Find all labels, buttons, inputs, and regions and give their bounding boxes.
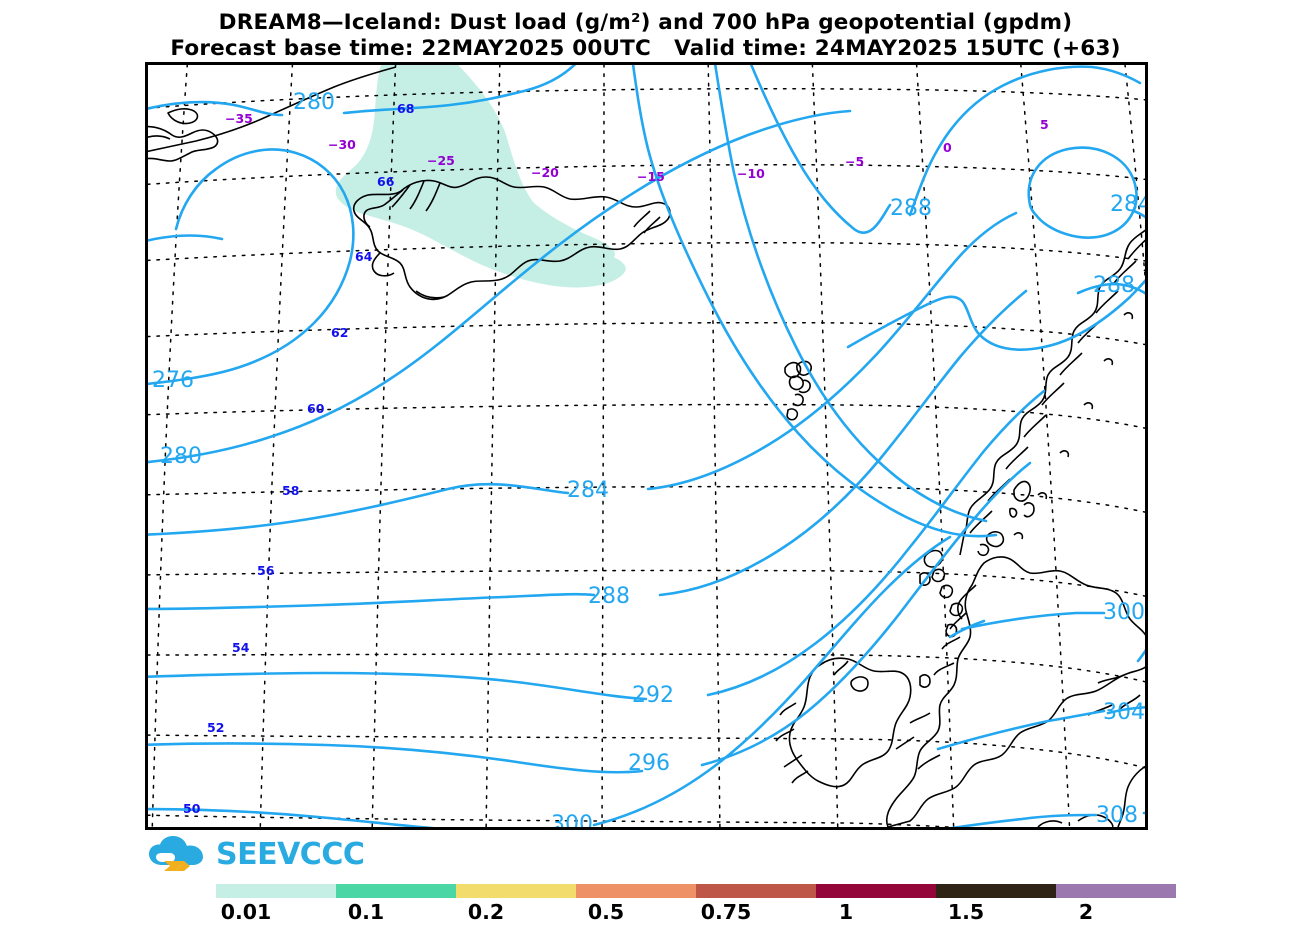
colorbar-tick: 2 <box>1078 900 1094 924</box>
colorbar: 0.01 0.1 0.2 0.5 0.75 1 1.5 2 <box>216 884 1176 924</box>
latitude-label: 60 <box>307 401 325 416</box>
latitude-label: 50 <box>183 801 201 816</box>
latitude-label: 62 <box>331 325 348 340</box>
contour-label: 276 <box>152 368 194 393</box>
contour-label-group: 280 288 284 288 276 280 284 288 300 292 … <box>152 90 1145 827</box>
latitude-label-group: 68 66 64 62 60 58 56 54 52 50 <box>183 101 414 816</box>
contour-label: 308 <box>1096 803 1138 827</box>
colorbar-segment <box>1056 884 1176 898</box>
longitude-label-group: −35 −30 −25 −20 −15 −10 −5 0 5 <box>225 111 1049 184</box>
latitude-label: 52 <box>207 720 224 735</box>
contour-label: 288 <box>890 196 932 221</box>
dust-load-shading <box>335 65 626 288</box>
latitude-label: 58 <box>282 483 299 498</box>
colorbar-swatches <box>216 884 1176 898</box>
colorbar-tick: 0.5 <box>587 900 625 924</box>
contour-label: 300 <box>1103 600 1145 625</box>
colorbar-segment <box>576 884 696 898</box>
coastlines <box>148 66 1145 827</box>
latitude-label: 56 <box>257 563 275 578</box>
contour-label: 280 <box>293 90 335 115</box>
latitude-label: 64 <box>355 249 373 264</box>
longitude-label: −10 <box>737 166 765 181</box>
seevccc-logo: SEEVCCC <box>148 833 378 877</box>
map-panel: 280 288 284 288 276 280 284 288 300 292 … <box>145 62 1148 830</box>
logo-text: SEEVCCC <box>216 837 365 872</box>
colorbar-tick-labels: 0.01 0.1 0.2 0.5 0.75 1 1.5 2 <box>216 900 1176 924</box>
colorbar-tick: 0.1 <box>347 900 385 924</box>
arrow-icon <box>164 861 181 871</box>
contour-label: 284 <box>1110 192 1145 217</box>
longitude-label: 5 <box>1040 117 1049 132</box>
contour-label: 280 <box>160 444 202 469</box>
contour-label: 304 <box>1103 700 1145 725</box>
colorbar-segment <box>816 884 936 898</box>
longitude-label: 0 <box>943 140 952 155</box>
colorbar-tick: 0.75 <box>700 900 752 924</box>
geopotential-contours <box>148 65 1145 827</box>
contour-label: 288 <box>1093 273 1135 298</box>
colorbar-segment <box>936 884 1056 898</box>
contour-label: 288 <box>588 584 630 609</box>
colorbar-tick: 1.5 <box>947 900 985 924</box>
contour-label: 300 <box>551 812 593 827</box>
latitude-label: 66 <box>377 174 395 189</box>
contour-label: 292 <box>632 683 674 708</box>
colorbar-tick: 0.2 <box>467 900 505 924</box>
page-title: DREAM8—Iceland: Dust load (g/m²) and 700… <box>218 10 1073 35</box>
cloud-icon <box>149 836 203 871</box>
colorbar-segment <box>696 884 816 898</box>
contour-label: 284 <box>567 478 609 503</box>
latitude-label: 54 <box>232 640 250 655</box>
latitude-label: 68 <box>397 101 414 116</box>
colorbar-segment <box>456 884 576 898</box>
colorbar-segment <box>336 884 456 898</box>
colorbar-segment <box>216 884 336 898</box>
longitude-label: −20 <box>531 165 559 180</box>
longitude-label: −15 <box>637 169 665 184</box>
colorbar-tick: 1 <box>838 900 854 924</box>
longitude-label: −5 <box>845 154 864 169</box>
longitude-label: −35 <box>225 111 253 126</box>
map-canvas: 280 288 284 288 276 280 284 288 300 292 … <box>148 65 1145 827</box>
longitude-label: −25 <box>427 153 455 168</box>
chart-title-block: DREAM8—Iceland: Dust load (g/m²) and 700… <box>0 10 1291 62</box>
colorbar-tick: 0.01 <box>220 900 272 924</box>
longitude-label: −30 <box>328 137 356 152</box>
contour-label: 296 <box>628 751 670 776</box>
chart-subtitle: Forecast base time: 22MAY2025 00UTC Vali… <box>170 36 1121 62</box>
